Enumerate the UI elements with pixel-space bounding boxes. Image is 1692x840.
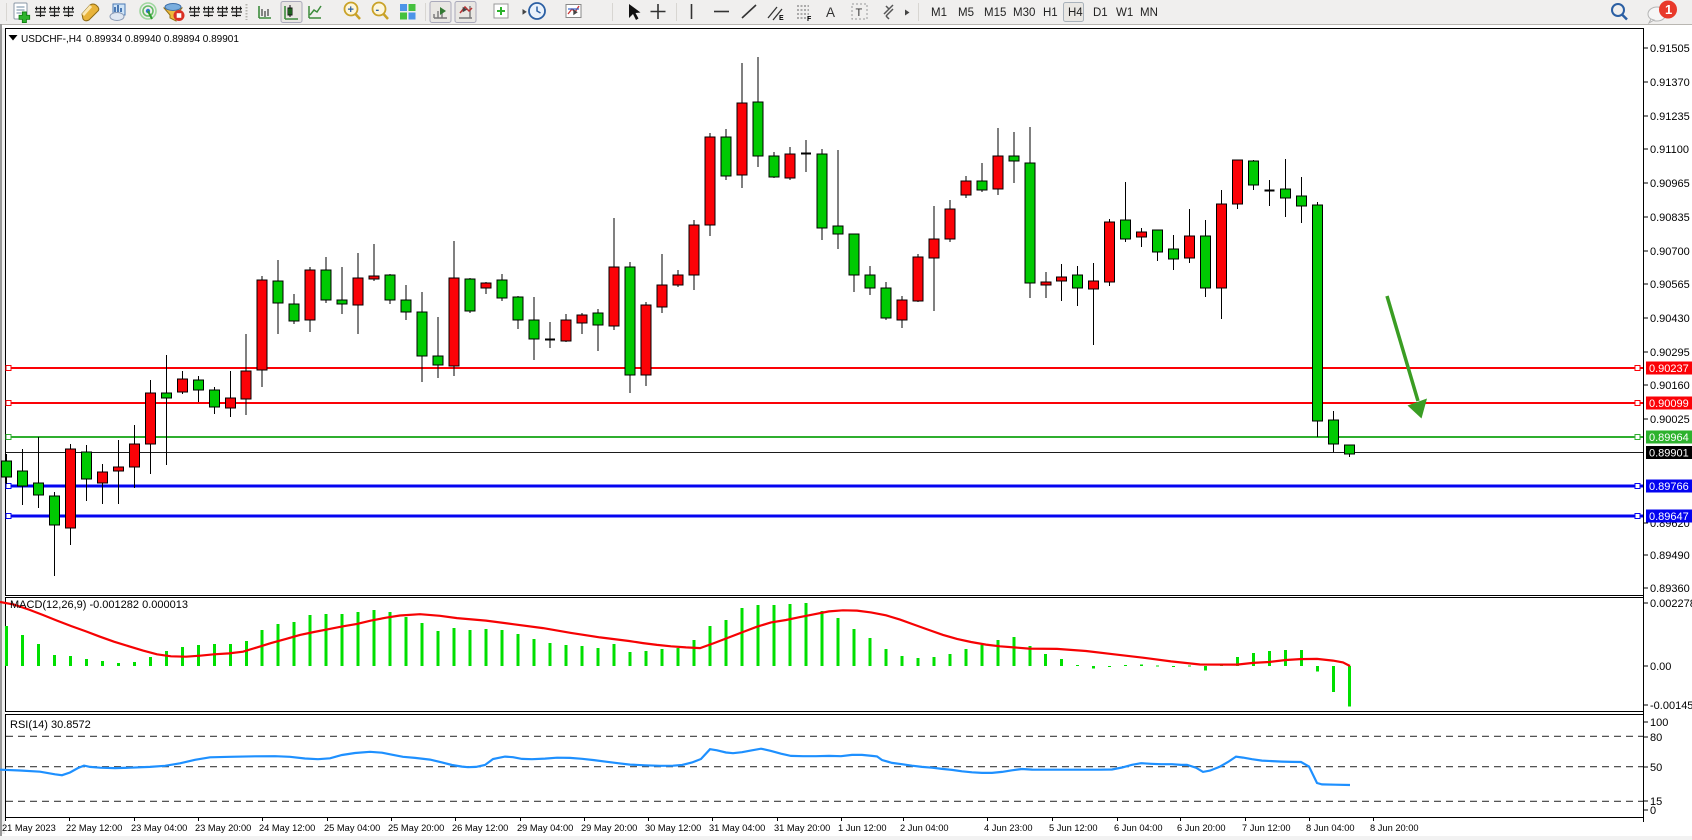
svg-text:25 May 20:00: 25 May 20:00 [388,823,444,833]
svg-text:80: 80 [1650,732,1662,744]
svg-text:0.89901: 0.89901 [1649,448,1689,460]
svg-text:24 May 12:00: 24 May 12:00 [259,823,315,833]
svg-text:0.90099: 0.90099 [1649,398,1689,410]
svg-text:23 May 04:00: 23 May 04:00 [131,823,187,833]
svg-text:0.91235: 0.91235 [1650,111,1690,123]
svg-text:0.90700: 0.90700 [1650,246,1690,258]
svg-text:-: - [376,4,380,16]
svg-text:100: 100 [1650,717,1668,729]
svg-text:0.90565: 0.90565 [1650,279,1690,291]
svg-text:25 May 04:00: 25 May 04:00 [324,823,380,833]
svg-text:0.89490: 0.89490 [1650,550,1690,562]
svg-text:6 Jun 20:00: 6 Jun 20:00 [1177,823,1226,833]
svg-text:5 Jun 12:00: 5 Jun 12:00 [1049,823,1098,833]
svg-text:0.00: 0.00 [1650,661,1671,673]
svg-text:22 May 12:00: 22 May 12:00 [66,823,122,833]
svg-text:M15: M15 [984,7,1006,19]
svg-text:2 Jun 04:00: 2 Jun 04:00 [900,823,949,833]
svg-text:MACD(12,26,9) -0.001282 0.0000: MACD(12,26,9) -0.001282 0.000013 [10,599,188,611]
svg-text:0.90965: 0.90965 [1650,178,1690,190]
svg-text:H1: H1 [1043,7,1058,19]
svg-text:0: 0 [1650,805,1656,817]
svg-text:A: A [826,5,835,20]
svg-text:26 May 12:00: 26 May 12:00 [452,823,508,833]
svg-text:8 Jun 04:00: 8 Jun 04:00 [1306,823,1355,833]
svg-text:6 Jun 04:00: 6 Jun 04:00 [1114,823,1163,833]
svg-text:0.90237: 0.90237 [1649,363,1689,375]
svg-text:1: 1 [1665,2,1672,17]
svg-text:USDCHF-,H4: USDCHF-,H4 [21,34,82,45]
svg-text:31 May 20:00: 31 May 20:00 [774,823,830,833]
svg-text:0.89964: 0.89964 [1649,432,1689,444]
svg-text:0.91370: 0.91370 [1650,77,1690,89]
svg-text:T: T [856,7,863,19]
svg-text:0.90835: 0.90835 [1650,212,1690,224]
svg-text:0.002278: 0.002278 [1650,598,1692,610]
svg-text:0.90025: 0.90025 [1650,414,1690,426]
svg-text:W1: W1 [1116,7,1133,19]
svg-text:29 May 20:00: 29 May 20:00 [581,823,637,833]
svg-text:RSI(14) 30.8572: RSI(14) 30.8572 [10,719,91,731]
svg-text:0.90430: 0.90430 [1650,313,1690,325]
svg-text:D1: D1 [1093,7,1108,19]
svg-text:4 Jun 23:00: 4 Jun 23:00 [984,823,1033,833]
svg-text:29 May 04:00: 29 May 04:00 [517,823,573,833]
svg-text:23 May 20:00: 23 May 20:00 [195,823,251,833]
svg-text:F: F [807,16,812,23]
svg-text:M5: M5 [958,7,974,19]
svg-text:0.91100: 0.91100 [1650,144,1689,156]
svg-text:E: E [779,15,784,22]
svg-text:MN: MN [1140,7,1158,19]
svg-text:15: 15 [1650,796,1662,808]
svg-text:21 May 2023: 21 May 2023 [2,823,56,833]
svg-text:0.89934 0.89940 0.89894 0.8990: 0.89934 0.89940 0.89894 0.89901 [86,34,239,45]
svg-text:+: + [348,4,354,16]
svg-text:M1: M1 [931,7,947,19]
svg-text:31 May 04:00: 31 May 04:00 [709,823,765,833]
svg-text:0.90295: 0.90295 [1650,347,1690,359]
svg-text:0.89647: 0.89647 [1649,511,1689,523]
svg-text:M30: M30 [1013,7,1035,19]
svg-text:0.90160: 0.90160 [1650,380,1690,392]
svg-text:30 May 12:00: 30 May 12:00 [645,823,701,833]
svg-text:H4: H4 [1068,7,1083,19]
svg-text:0.89766: 0.89766 [1649,481,1689,493]
svg-text:0.91505: 0.91505 [1650,43,1690,55]
svg-text:50: 50 [1650,762,1662,774]
svg-text:8 Jun 20:00: 8 Jun 20:00 [1370,823,1419,833]
svg-text:1 Jun 12:00: 1 Jun 12:00 [838,823,887,833]
svg-text:7 Jun 12:00: 7 Jun 12:00 [1242,823,1291,833]
svg-text:0.89360: 0.89360 [1650,583,1690,595]
